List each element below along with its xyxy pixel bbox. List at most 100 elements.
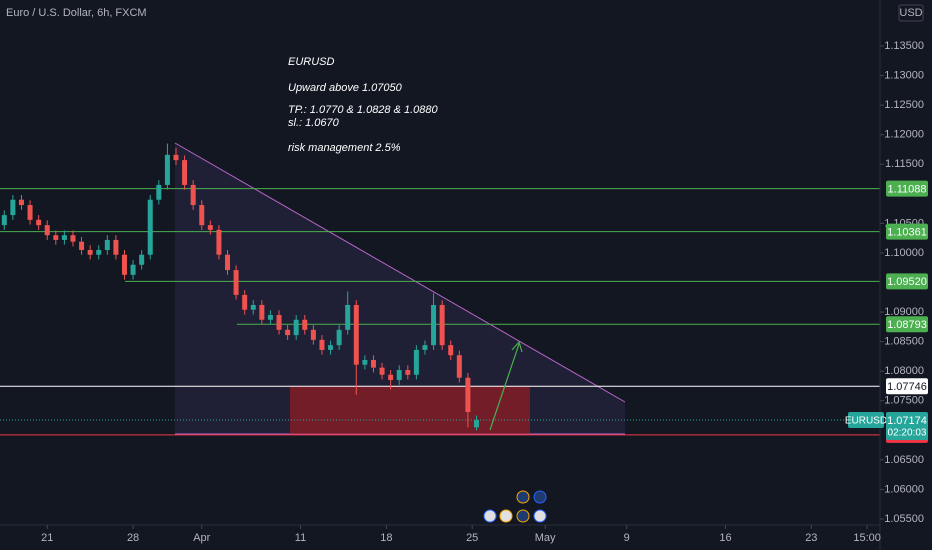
event-icon[interactable] xyxy=(516,490,530,504)
countdown: 02:20:03 xyxy=(888,428,927,439)
candle-body xyxy=(225,254,231,271)
candle-body xyxy=(448,345,454,356)
candle-body xyxy=(104,239,110,250)
last-price-box xyxy=(886,412,928,441)
candle-body xyxy=(285,329,291,336)
y-tick-label: 1.12000 xyxy=(884,129,924,141)
y-tick-label: 1.08000 xyxy=(884,365,924,377)
x-tick-label: 16 xyxy=(719,532,731,544)
candle-body xyxy=(310,329,316,340)
candle-body xyxy=(199,205,205,226)
x-tick-label: 9 xyxy=(624,532,630,544)
candle-body xyxy=(319,339,325,350)
level-label: 1.09520 xyxy=(887,276,927,288)
x-tick-label: 18 xyxy=(380,532,392,544)
note: Upward above 1.07050 xyxy=(288,82,403,94)
candle-body xyxy=(10,199,16,216)
y-tick-label: 1.09000 xyxy=(884,306,924,318)
y-tick-label: 1.12500 xyxy=(884,99,924,111)
candle-body xyxy=(139,254,145,265)
candle-body xyxy=(113,239,119,255)
candle-body xyxy=(53,235,59,240)
candle-body xyxy=(302,319,308,330)
last-price-label: 1.07174 xyxy=(887,415,927,427)
event-icons[interactable] xyxy=(483,490,547,523)
x-tick-label: Apr xyxy=(193,532,210,544)
y-tick-label: 1.11500 xyxy=(885,158,924,170)
y-tick-label: 1.05500 xyxy=(884,513,924,525)
candle-body xyxy=(216,229,222,255)
currency-box[interactable] xyxy=(898,4,924,22)
y-tick-label: 1.07500 xyxy=(884,395,924,407)
candle-body xyxy=(473,420,479,428)
note: risk management 2.5% xyxy=(288,142,401,154)
event-icon[interactable] xyxy=(533,490,547,504)
candle-body xyxy=(87,249,93,255)
candle-body xyxy=(173,154,179,161)
candle-body xyxy=(147,199,153,255)
candle-body xyxy=(242,294,248,310)
event-icon[interactable] xyxy=(533,509,547,523)
y-tick-label: 1.08500 xyxy=(884,336,924,348)
event-icon[interactable] xyxy=(516,509,530,523)
candle-body xyxy=(388,374,394,381)
candle-body xyxy=(345,304,351,330)
candle-body xyxy=(370,359,376,368)
level-label-box xyxy=(886,180,928,197)
y-tick-label: 1.13000 xyxy=(884,69,924,81)
candle-body xyxy=(396,370,402,381)
candle-body xyxy=(233,270,239,295)
candle-body xyxy=(276,315,282,330)
event-icon[interactable] xyxy=(483,509,497,523)
candle-body xyxy=(379,367,385,375)
y-tick-label: 1.13500 xyxy=(884,40,924,52)
note: EURUSD xyxy=(288,56,335,68)
candle-body xyxy=(267,315,273,320)
candle-body xyxy=(422,345,428,350)
candle-body xyxy=(456,355,462,378)
candle-body xyxy=(121,254,127,275)
candle-body xyxy=(259,304,265,320)
candle-body xyxy=(27,205,33,220)
candle-body xyxy=(18,199,24,206)
candle-body xyxy=(130,264,136,275)
currency[interactable]: USD xyxy=(899,7,922,19)
candle-body xyxy=(439,304,445,346)
candle-body xyxy=(413,349,419,375)
trend-line xyxy=(174,142,626,403)
y-tick-label: 1.06000 xyxy=(884,483,924,495)
level-label-box xyxy=(886,378,928,395)
event-icon[interactable] xyxy=(499,509,513,523)
candle-body xyxy=(250,304,256,310)
candle-body xyxy=(328,345,334,350)
arrow-head xyxy=(511,340,523,353)
level-label-box xyxy=(886,316,928,333)
candle-body xyxy=(353,304,359,365)
candle-body xyxy=(431,304,437,346)
candle-body xyxy=(1,215,7,226)
arrow xyxy=(489,343,520,431)
candle-body xyxy=(79,241,85,250)
candle-body xyxy=(362,359,368,365)
level-label: 1.11088 xyxy=(888,184,927,196)
symbol-label: EURUSD xyxy=(845,416,887,427)
demand-zone xyxy=(290,386,530,434)
note: TP.: 1.0770 & 1.0828 & 1.0880 xyxy=(288,104,439,116)
x-tick-label: May xyxy=(535,532,556,544)
y-tick-label: 1.06500 xyxy=(884,454,924,466)
candle-body xyxy=(465,377,471,412)
candle-body xyxy=(190,184,196,206)
y-tick-label: 1.10000 xyxy=(884,247,924,259)
candle-body xyxy=(44,225,50,236)
triangle-zone xyxy=(175,143,625,434)
level-label: 1.10361 xyxy=(887,226,927,238)
candle-body xyxy=(96,249,102,255)
level-label-box xyxy=(886,223,928,240)
x-tick-label: 15:00 xyxy=(853,532,881,544)
chart-title: Euro / U.S. Dollar, 6h, FXCM xyxy=(6,7,147,19)
candle-body xyxy=(182,160,188,185)
candle-body xyxy=(156,184,162,200)
note: sl.: 1.0670 xyxy=(288,117,340,129)
candle-body xyxy=(36,219,42,226)
